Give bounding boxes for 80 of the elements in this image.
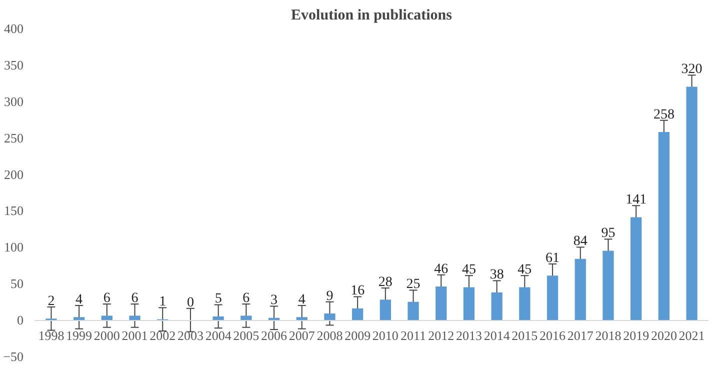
data-label: 4 — [298, 292, 306, 308]
data-label: 6 — [131, 291, 138, 306]
data-label: 1 — [159, 294, 166, 310]
data-label: 5 — [214, 292, 222, 307]
data-label: 6 — [242, 291, 250, 306]
bar — [73, 317, 85, 320]
data-label: 28 — [378, 274, 392, 290]
data-label: 4 — [76, 292, 83, 308]
data-label: 0 — [186, 295, 194, 310]
x-tick-label: 2002 — [150, 328, 176, 344]
x-tick-label: 2000 — [94, 328, 120, 344]
y-tick-label: 150 — [4, 203, 24, 218]
y-tick-label: 300 — [4, 94, 24, 109]
y-tick-label: 200 — [4, 166, 24, 182]
data-label: 84 — [573, 234, 588, 250]
bar — [408, 302, 419, 320]
bar — [129, 316, 140, 320]
x-tick-label: 2001 — [122, 328, 148, 344]
y-tick-label: 350 — [4, 57, 24, 72]
x-tick-label: 2016 — [540, 328, 566, 344]
y-tick-label: 100 — [4, 240, 24, 255]
y-tick-label: 400 — [4, 21, 24, 36]
data-label: 61 — [546, 250, 560, 266]
x-tick-label: 2003 — [177, 328, 204, 344]
bar — [380, 300, 391, 320]
bar — [463, 287, 475, 320]
x-tick-label: 2008 — [316, 328, 343, 344]
y-tick-label: 250 — [4, 130, 24, 146]
bar — [630, 217, 642, 320]
x-tick-label: 2019 — [623, 328, 650, 344]
x-tick-label: 2010 — [372, 328, 398, 344]
data-label: 6 — [103, 291, 110, 306]
bar — [212, 316, 224, 320]
data-label: 95 — [601, 226, 616, 242]
data-label: 141 — [626, 192, 647, 208]
bar — [296, 317, 308, 320]
data-label: 9 — [326, 288, 334, 304]
data-label: 3 — [270, 293, 278, 308]
x-tick-label: 2021 — [678, 328, 705, 344]
x-tick-label: 2015 — [512, 328, 538, 344]
chart-title: Evolution in publications — [291, 8, 452, 24]
data-label: 46 — [434, 262, 448, 277]
data-label: 25 — [406, 277, 420, 292]
y-tick-label: 0 — [17, 312, 24, 328]
data-label: 45 — [518, 262, 532, 278]
x-tick-label: 1998 — [38, 328, 64, 344]
x-tick-label: 2011 — [400, 328, 426, 344]
data-label: 258 — [653, 107, 674, 122]
x-tick-label: 2017 — [567, 328, 594, 344]
bar — [519, 287, 530, 320]
y-tick-label: 50 — [10, 276, 24, 292]
y-tick-label: −50 — [3, 349, 24, 364]
bar — [686, 86, 698, 320]
bar — [436, 286, 447, 320]
x-tick-label: 1999 — [66, 328, 92, 344]
bar — [240, 316, 252, 320]
x-tick-label: 2014 — [484, 328, 510, 344]
x-tick-label: 2006 — [261, 328, 288, 344]
x-tick-label: 2013 — [456, 328, 482, 344]
data-label: 320 — [681, 62, 702, 78]
bar — [574, 258, 586, 320]
bar — [352, 308, 364, 320]
x-tick-label: 2004 — [205, 328, 232, 344]
bar — [324, 313, 336, 320]
x-tick-label: 2007 — [288, 328, 316, 344]
x-tick-label: 2005 — [233, 328, 260, 344]
x-tick-label: 2012 — [428, 328, 454, 344]
x-tick-label: 2020 — [650, 328, 677, 344]
x-tick-label: 2009 — [344, 328, 371, 344]
data-label: 16 — [350, 284, 365, 299]
data-label: 38 — [490, 268, 504, 283]
bar — [546, 276, 558, 320]
data-label: 45 — [462, 262, 476, 278]
bar — [658, 132, 670, 320]
bar — [101, 316, 112, 320]
bar — [268, 318, 280, 320]
x-tick-label: 2018 — [595, 328, 622, 344]
bar — [602, 250, 614, 320]
bar — [491, 292, 502, 320]
data-label: 2 — [48, 294, 55, 309]
